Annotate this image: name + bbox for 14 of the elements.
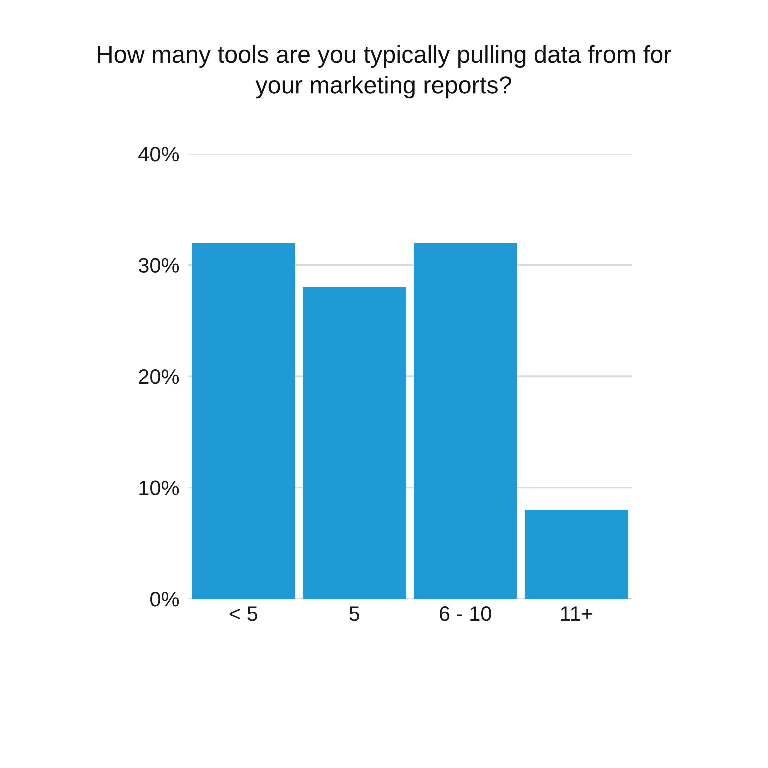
bar <box>303 288 406 600</box>
x-tick-label: 11+ <box>561 606 592 622</box>
bar <box>192 242 296 600</box>
y-tick-label: 20% <box>139 370 180 384</box>
y-tick-label: 0% <box>150 592 180 607</box>
x-tick-label: 5 <box>350 606 360 622</box>
bar <box>414 242 518 600</box>
chart-title: How many tools are you typically pulling data from for your marketing reports? <box>98 45 672 99</box>
y-tick-label: 10% <box>140 480 180 496</box>
y-tick-label: 30% <box>138 258 180 273</box>
bar <box>524 510 628 600</box>
y-tick-label: 40% <box>138 146 180 162</box>
x-tick-label: < 5 <box>230 606 258 622</box>
x-tick-label: 6 - 10 <box>440 606 492 622</box>
